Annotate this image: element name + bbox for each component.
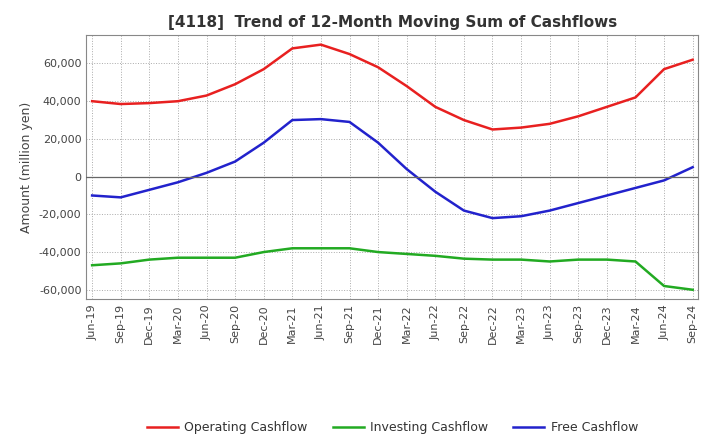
Free Cashflow [660,178,668,183]
Operating Cashflow [259,66,268,72]
Free Cashflow [688,165,697,170]
Investing Cashflow [488,257,497,262]
Investing Cashflow [431,253,440,258]
Operating Cashflow [574,114,582,119]
Title: [4118]  Trend of 12-Month Moving Sum of Cashflows: [4118] Trend of 12-Month Moving Sum of C… [168,15,617,30]
Operating Cashflow [631,95,640,100]
Investing Cashflow [603,257,611,262]
Operating Cashflow [174,99,182,104]
Investing Cashflow [145,257,153,262]
Investing Cashflow [545,259,554,264]
Legend: Operating Cashflow, Investing Cashflow, Free Cashflow: Operating Cashflow, Investing Cashflow, … [142,416,643,439]
Operating Cashflow [660,66,668,72]
Free Cashflow [88,193,96,198]
Line: Free Cashflow: Free Cashflow [92,119,693,218]
Investing Cashflow [317,246,325,251]
Investing Cashflow [231,255,240,260]
Free Cashflow [202,170,211,176]
Investing Cashflow [574,257,582,262]
Operating Cashflow [345,51,354,57]
Operating Cashflow [288,46,297,51]
Free Cashflow [545,208,554,213]
Operating Cashflow [488,127,497,132]
Investing Cashflow [345,246,354,251]
Free Cashflow [603,193,611,198]
Line: Investing Cashflow: Investing Cashflow [92,248,693,290]
Free Cashflow [117,195,125,200]
Free Cashflow [517,213,526,219]
Investing Cashflow [459,256,468,261]
Operating Cashflow [431,104,440,110]
Investing Cashflow [202,255,211,260]
Investing Cashflow [174,255,182,260]
Operating Cashflow [688,57,697,62]
Operating Cashflow [117,101,125,106]
Investing Cashflow [688,287,697,293]
Investing Cashflow [88,263,96,268]
Investing Cashflow [517,257,526,262]
Operating Cashflow [145,100,153,106]
Investing Cashflow [402,251,411,257]
Investing Cashflow [660,283,668,289]
Free Cashflow [374,140,382,145]
Free Cashflow [259,140,268,145]
Investing Cashflow [631,259,640,264]
Investing Cashflow [374,249,382,255]
Operating Cashflow [317,42,325,47]
Operating Cashflow [402,84,411,89]
Free Cashflow [431,189,440,194]
Operating Cashflow [459,117,468,123]
Free Cashflow [288,117,297,123]
Y-axis label: Amount (million yen): Amount (million yen) [20,102,33,233]
Free Cashflow [345,119,354,125]
Free Cashflow [174,180,182,185]
Free Cashflow [402,166,411,172]
Free Cashflow [631,185,640,191]
Operating Cashflow [603,104,611,110]
Operating Cashflow [202,93,211,98]
Operating Cashflow [517,125,526,130]
Free Cashflow [145,187,153,192]
Line: Operating Cashflow: Operating Cashflow [92,44,693,129]
Operating Cashflow [231,81,240,87]
Free Cashflow [231,159,240,164]
Operating Cashflow [545,121,554,126]
Investing Cashflow [117,261,125,266]
Operating Cashflow [88,99,96,104]
Free Cashflow [574,200,582,205]
Free Cashflow [459,208,468,213]
Free Cashflow [488,216,497,221]
Free Cashflow [317,117,325,122]
Investing Cashflow [288,246,297,251]
Operating Cashflow [374,65,382,70]
Investing Cashflow [259,249,268,255]
